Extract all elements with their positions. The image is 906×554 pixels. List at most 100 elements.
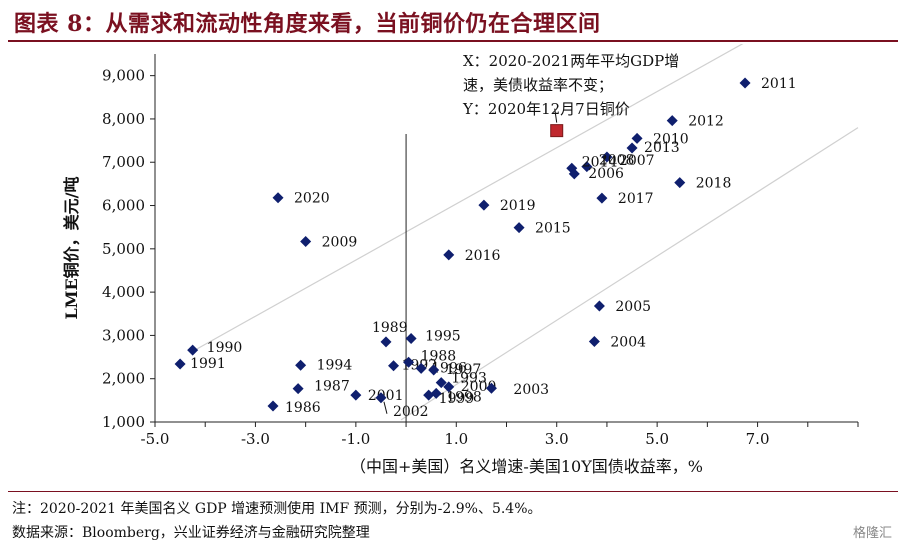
data-point — [267, 400, 279, 412]
y-tick-label: 3,000 — [102, 326, 145, 344]
point-label: 2011 — [761, 76, 797, 92]
point-label: 1997 — [446, 362, 482, 378]
point-label: 1991 — [190, 356, 226, 372]
point-label: 2019 — [500, 198, 536, 214]
data-point — [350, 389, 362, 401]
scatter-chart: 1,000 2,000 3,000 4,000 5,000 6,000 7,000 8,000… — [0, 40, 906, 490]
point-label: 2003 — [513, 382, 549, 398]
point-label: 2017 — [618, 191, 654, 207]
point-label: 1993 — [451, 371, 487, 387]
point-label: 2012 — [688, 114, 724, 130]
point-label: 2001 — [368, 388, 404, 404]
y-tick-label: 8,000 — [102, 110, 145, 128]
point-label: 2013 — [644, 140, 680, 156]
point-label: 1999 — [439, 391, 475, 407]
data-point — [300, 235, 312, 247]
data-point — [513, 222, 525, 234]
data-point — [443, 249, 455, 261]
footnote: 注：2020-2021 年美国名义 GDP 增速预测使用 IMF 预测，分别为-… — [12, 501, 542, 517]
point-label: 2016 — [465, 248, 501, 264]
note-divider — [8, 491, 898, 492]
point-label: 1989 — [372, 320, 408, 336]
point-label: 1998 — [446, 389, 482, 405]
point-label: 1986 — [285, 400, 321, 416]
data-point — [187, 344, 199, 356]
x-tick-label: 1.0 — [444, 430, 468, 448]
point-label: 2006 — [588, 166, 624, 182]
data-point — [485, 382, 497, 394]
data-point — [596, 192, 608, 204]
point-label: 2000 — [461, 379, 497, 395]
data-point — [568, 168, 580, 180]
data-point — [581, 161, 593, 173]
y-tick-label: 7,000 — [102, 153, 145, 171]
data-point — [415, 362, 427, 374]
point-label: 1994 — [317, 357, 353, 373]
point-label: 1995 — [425, 328, 461, 344]
annotation-line: X：2020-2021两年平均GDP增 — [463, 52, 679, 70]
data-point — [601, 151, 613, 163]
data-point — [272, 192, 284, 204]
x-tick-label: -3.0 — [241, 430, 270, 448]
highlight-marker — [550, 124, 564, 138]
x-tick-label: -1.0 — [341, 430, 370, 448]
data-source: 数据来源：Bloomberg，兴业证券经济与金融研究院整理 — [12, 525, 370, 541]
point-label: 1990 — [207, 340, 243, 356]
data-point — [405, 332, 417, 344]
y-axis-title: LME铜价，美元/吨 — [62, 176, 81, 319]
data-point — [631, 132, 643, 144]
data-point — [403, 356, 415, 368]
data-point — [174, 358, 186, 370]
data-point — [380, 336, 392, 348]
watermark-logo: 格隆汇 — [852, 526, 892, 541]
data-point — [588, 335, 600, 347]
point-label: 1996 — [431, 360, 467, 376]
point-label: 2009 — [322, 234, 358, 250]
y-tick-label: 5,000 — [102, 240, 145, 258]
point-label: 2004 — [610, 334, 646, 350]
data-point — [739, 77, 751, 89]
point-label: 2007 — [619, 153, 655, 169]
x-tick-label: 3.0 — [545, 430, 569, 448]
y-tick-label: 1,000 — [102, 413, 145, 431]
data-point — [430, 387, 442, 399]
trend-line-1 — [189, 40, 748, 354]
data-point — [292, 383, 304, 395]
chart-title: 图表 8：从需求和流动性角度来看，当前铜价仍在合理区间 — [14, 11, 601, 37]
point-label: 2020 — [294, 191, 330, 207]
x-tick-label: 5.0 — [645, 430, 669, 448]
data-point — [435, 377, 447, 389]
data-point — [375, 392, 387, 404]
point-label: 2008 — [599, 153, 635, 169]
title-divider — [8, 40, 898, 42]
y-tick-label: 9,000 — [102, 67, 145, 85]
data-point — [478, 199, 490, 211]
x-axis-title: （中国+美国）名义增速-美国10Y国债收益率，% — [350, 457, 703, 476]
y-tick-label: 6,000 — [102, 197, 145, 215]
data-point — [626, 142, 638, 154]
point-label: 2014 — [582, 154, 618, 170]
point-label: 2002 — [393, 404, 429, 420]
annotation-line: 速，美债收益率不变； — [463, 76, 613, 94]
point-label: 2010 — [653, 131, 689, 147]
x-tick-label: -5.0 — [141, 430, 170, 448]
y-tick-label: 4,000 — [102, 283, 145, 301]
point-label: 2015 — [535, 221, 571, 237]
chart-svg: 1,000 2,000 3,000 4,000 5,000 6,000 7,000 8,000… — [62, 40, 859, 476]
annotation-pointer — [554, 108, 558, 123]
data-point — [593, 300, 605, 312]
title-bar: 图表 8：从需求和流动性角度来看，当前铜价仍在合理区间 — [0, 0, 906, 44]
data-point — [423, 389, 435, 401]
data-point — [388, 360, 400, 372]
trend-line-2 — [400, 127, 859, 421]
callout-2002 — [383, 401, 388, 414]
data-point — [295, 359, 307, 371]
data-point — [674, 177, 686, 189]
point-label: 2005 — [615, 299, 651, 315]
data-point — [666, 115, 678, 127]
annotation-line: Y：2020年12月7日铜价 — [462, 100, 630, 118]
point-label: 1988 — [421, 348, 457, 364]
y-tick-label: 2,000 — [102, 370, 145, 388]
point-label: 1987 — [314, 379, 350, 395]
data-point — [443, 381, 455, 393]
